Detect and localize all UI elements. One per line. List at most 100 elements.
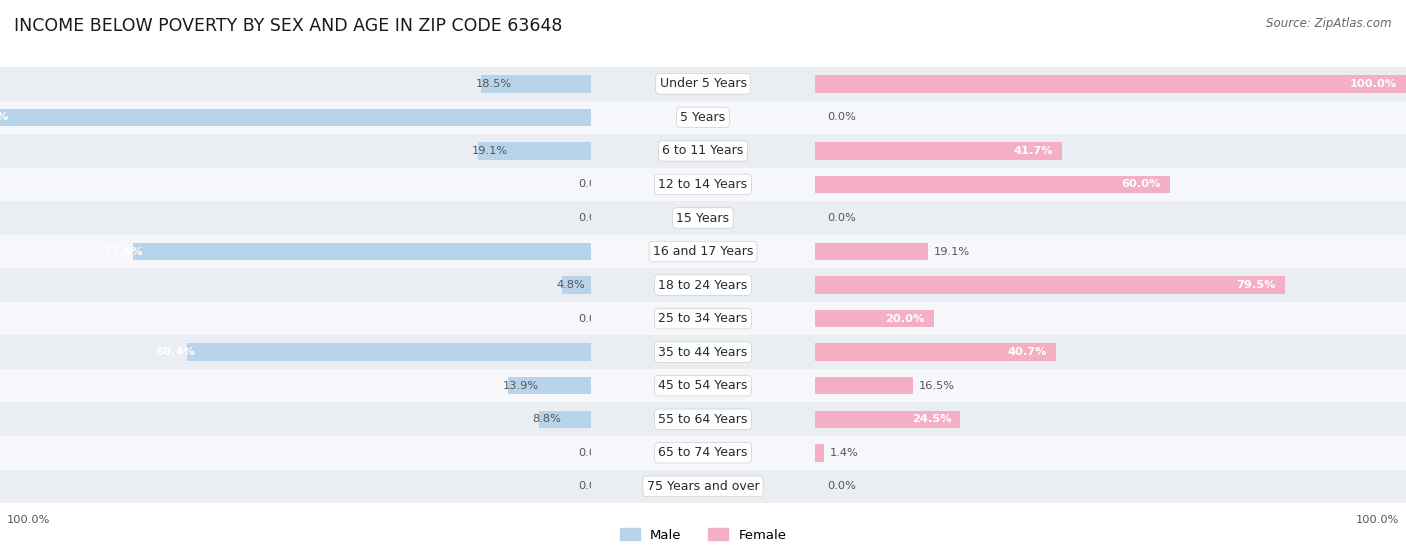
Bar (815, 410, 960, 428)
Text: 65 to 74 Years: 65 to 74 Years (658, 446, 748, 459)
Bar (815, 377, 912, 395)
Bar (0, 268, 591, 302)
Bar (0, 134, 591, 168)
Bar (0, 168, 591, 201)
Bar (815, 168, 1406, 201)
Bar (815, 268, 1406, 302)
Bar (187, 343, 591, 361)
Bar (815, 75, 1406, 93)
Text: 55 to 64 Years: 55 to 64 Years (658, 413, 748, 426)
Text: 5 Years: 5 Years (681, 111, 725, 124)
Text: 0.0%: 0.0% (579, 213, 607, 223)
Bar (815, 444, 824, 462)
Bar (815, 470, 1406, 503)
Text: 0.0%: 0.0% (579, 481, 607, 491)
Text: 24.5%: 24.5% (912, 414, 952, 424)
Text: 0.0%: 0.0% (827, 481, 856, 491)
Bar (815, 235, 1406, 268)
Text: 13.9%: 13.9% (502, 381, 538, 391)
Text: 1.4%: 1.4% (830, 448, 859, 458)
Bar (815, 134, 1406, 168)
Bar (591, 470, 815, 503)
Bar (815, 369, 1406, 402)
Bar (815, 402, 1406, 436)
Bar (0, 235, 591, 268)
Bar (0, 335, 591, 369)
Bar (0, 67, 591, 101)
Text: Under 5 Years: Under 5 Years (659, 77, 747, 91)
Bar (591, 134, 815, 168)
Text: 0.0%: 0.0% (579, 448, 607, 458)
Bar (562, 276, 591, 294)
Text: 40.7%: 40.7% (1008, 347, 1047, 357)
Text: 25 to 34 Years: 25 to 34 Years (658, 312, 748, 325)
Text: 19.1%: 19.1% (472, 146, 508, 156)
Bar (815, 67, 1406, 101)
Bar (591, 67, 815, 101)
Bar (509, 377, 591, 395)
Bar (0, 369, 591, 402)
Text: 75 Years and over: 75 Years and over (647, 480, 759, 493)
Text: 16.5%: 16.5% (920, 381, 955, 391)
Bar (815, 310, 934, 328)
Bar (0, 201, 591, 235)
Text: 60.0%: 60.0% (1122, 179, 1161, 190)
Text: 20.0%: 20.0% (886, 314, 925, 324)
Bar (815, 176, 1170, 193)
Bar (591, 168, 815, 201)
Text: 68.4%: 68.4% (156, 347, 195, 357)
Text: Source: ZipAtlas.com: Source: ZipAtlas.com (1267, 17, 1392, 30)
Text: 0.0%: 0.0% (827, 213, 856, 223)
Bar (0, 402, 591, 436)
Bar (0, 302, 591, 335)
Text: 12 to 14 Years: 12 to 14 Years (658, 178, 748, 191)
Bar (815, 302, 1406, 335)
Bar (591, 335, 815, 369)
Bar (134, 243, 591, 260)
Bar (591, 201, 815, 235)
Bar (591, 268, 815, 302)
Bar (815, 101, 1406, 134)
Bar (0, 108, 591, 126)
Text: 6 to 11 Years: 6 to 11 Years (662, 144, 744, 158)
Bar (591, 402, 815, 436)
Text: 4.8%: 4.8% (557, 280, 585, 290)
Bar (0, 101, 591, 134)
Bar (815, 335, 1406, 369)
Bar (815, 243, 928, 260)
Text: 18.5%: 18.5% (475, 79, 512, 89)
Bar (815, 276, 1285, 294)
Text: 79.5%: 79.5% (1237, 280, 1277, 290)
Legend: Male, Female: Male, Female (614, 523, 792, 547)
Text: 15 Years: 15 Years (676, 211, 730, 225)
Bar (478, 142, 591, 160)
Bar (815, 142, 1062, 160)
Bar (591, 436, 815, 470)
Text: 35 to 44 Years: 35 to 44 Years (658, 345, 748, 359)
Bar (481, 75, 591, 93)
Text: 100.0%: 100.0% (0, 112, 8, 122)
Bar (0, 436, 591, 470)
Text: 41.7%: 41.7% (1014, 146, 1053, 156)
Bar (591, 369, 815, 402)
Text: 0.0%: 0.0% (827, 112, 856, 122)
Text: 19.1%: 19.1% (934, 247, 970, 257)
Bar (591, 101, 815, 134)
Text: 100.0%: 100.0% (1355, 515, 1399, 525)
Text: INCOME BELOW POVERTY BY SEX AND AGE IN ZIP CODE 63648: INCOME BELOW POVERTY BY SEX AND AGE IN Z… (14, 17, 562, 35)
Text: 100.0%: 100.0% (7, 515, 51, 525)
Bar (591, 302, 815, 335)
Bar (591, 235, 815, 268)
Text: 8.8%: 8.8% (533, 414, 561, 424)
Text: 0.0%: 0.0% (579, 179, 607, 190)
Text: 18 to 24 Years: 18 to 24 Years (658, 278, 748, 292)
Text: 16 and 17 Years: 16 and 17 Years (652, 245, 754, 258)
Bar (815, 201, 1406, 235)
Text: 0.0%: 0.0% (579, 314, 607, 324)
Text: 45 to 54 Years: 45 to 54 Years (658, 379, 748, 392)
Bar (0, 470, 591, 503)
Bar (815, 436, 1406, 470)
Bar (538, 410, 591, 428)
Text: 100.0%: 100.0% (1350, 79, 1398, 89)
Text: 77.4%: 77.4% (103, 247, 142, 257)
